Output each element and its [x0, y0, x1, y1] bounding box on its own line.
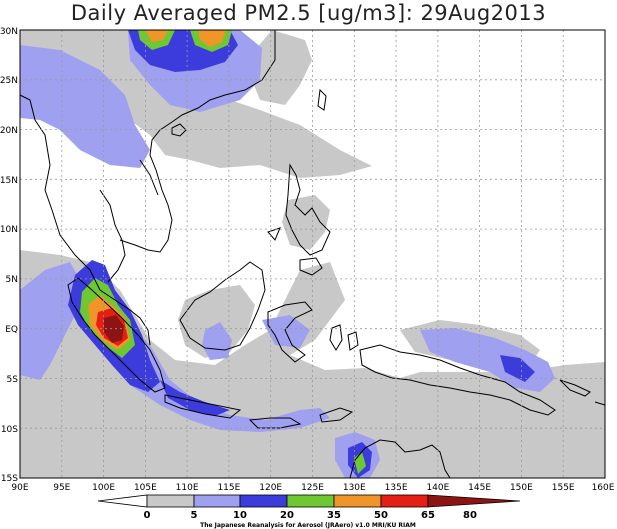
tick-label-x: 150E — [510, 483, 533, 493]
colorbar-segment-1 — [146, 494, 195, 508]
tick-label-x: 90E — [11, 483, 28, 493]
colorbar-segment-0 — [97, 494, 148, 508]
tick-label-x: 155E — [552, 483, 575, 493]
colorbar-label: 10 — [233, 510, 247, 521]
tick-label-y: 15S — [1, 474, 18, 484]
tick-label-y: 20N — [0, 126, 18, 136]
latitude-axis: 30N 25N 20N 15N 10N 5N EQ 5S 10S 15S — [0, 27, 18, 484]
tick-label-x: 105E — [134, 483, 157, 493]
colorbar-label: 20 — [280, 510, 294, 521]
tick-label-y: 15N — [0, 176, 18, 186]
tick-label-x: 135E — [385, 483, 408, 493]
colorbar: 0 5 10 20 35 50 65 80 — [97, 494, 521, 521]
tick-label-x: 115E — [217, 483, 240, 493]
tick-label-x: 120E — [259, 483, 282, 493]
colorbar-label: 5 — [191, 510, 198, 521]
tick-label-x: 130E — [343, 483, 366, 493]
tick-label-y: 30N — [0, 27, 18, 37]
map-title: Daily Averaged PM2.5 [ug/m3]: 29Aug2013 — [70, 1, 547, 25]
longitude-axis: 90E 95E 100E 105E 110E 115E 120E 125E 13… — [11, 483, 614, 493]
tick-label-x: 95E — [53, 483, 70, 493]
colorbar-segment-3 — [239, 494, 288, 508]
tick-label-y: 10N — [0, 225, 18, 235]
tick-label-x: 145E — [468, 483, 491, 493]
tick-label-x: 160E — [592, 483, 615, 493]
colorbar-segment-6 — [380, 494, 429, 508]
colorbar-label: 80 — [463, 510, 477, 521]
colorbar-segment-5 — [333, 494, 382, 508]
colorbar-label: 50 — [374, 510, 388, 521]
tick-label-y: 5N — [6, 275, 18, 285]
coastlines — [19, 30, 606, 479]
colorbar-segment-7 — [427, 494, 521, 508]
tick-label-x: 125E — [301, 483, 324, 493]
colorbar-label: 65 — [421, 510, 435, 521]
tick-label-y: EQ — [5, 325, 18, 335]
colorbar-label: 0 — [144, 510, 151, 521]
map-plot-area — [19, 29, 606, 479]
map-frame — [19, 29, 606, 479]
tick-label-x: 100E — [92, 483, 115, 493]
tick-label-y: 10S — [1, 425, 18, 435]
colorbar-label: 35 — [327, 510, 341, 521]
tick-label-y: 5S — [7, 375, 19, 385]
tick-label-x: 110E — [176, 483, 199, 493]
tick-label-x: 140E — [426, 483, 449, 493]
tick-label-y: 25N — [0, 76, 18, 86]
pm25-band-80-plus — [104, 315, 124, 343]
colorbar-segment-4 — [286, 494, 335, 508]
credit-line: The Japanese Reanalysis for Aerosol (JRA… — [200, 522, 416, 529]
colorbar-segment-2 — [193, 494, 241, 508]
